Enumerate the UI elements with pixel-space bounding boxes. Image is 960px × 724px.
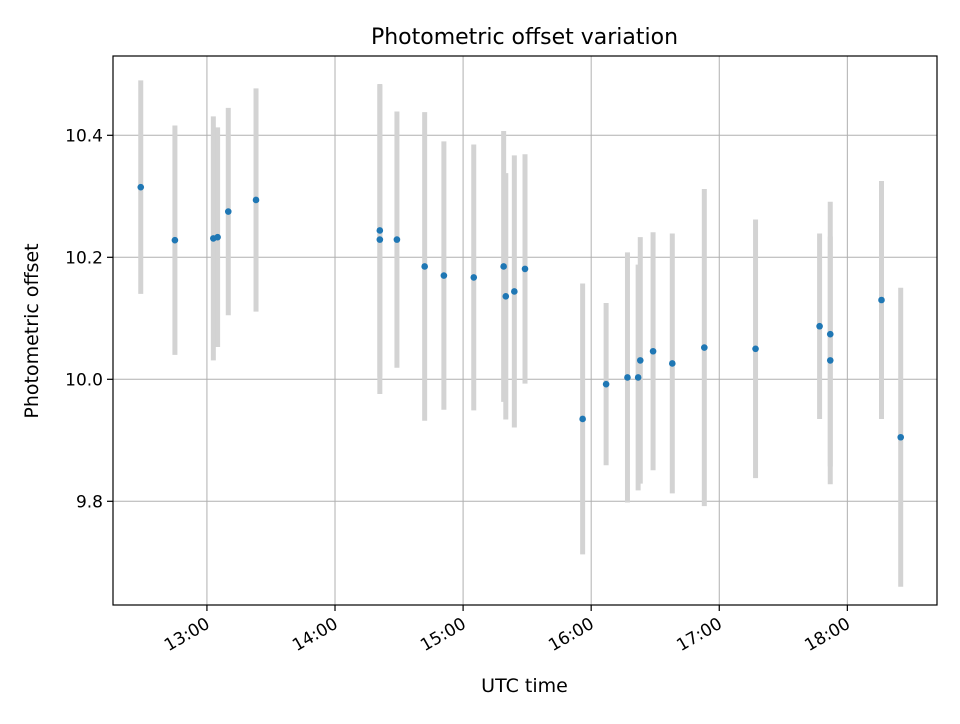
data-point xyxy=(376,227,384,234)
data-point xyxy=(897,433,905,441)
data-point xyxy=(500,263,507,270)
data-point xyxy=(440,272,448,279)
data-point xyxy=(502,293,510,300)
data-point xyxy=(826,330,834,338)
data-point xyxy=(636,357,644,364)
chart-title: Photometric offset variation xyxy=(371,25,678,50)
y-axis-label: Photometric offset xyxy=(21,243,43,418)
data-point xyxy=(521,265,529,273)
y-axis-ticks: 9.8 10.0 10.2 10.4 xyxy=(65,126,113,512)
data-point xyxy=(579,415,586,423)
data-point xyxy=(752,345,759,353)
data-point xyxy=(701,344,708,351)
data-point xyxy=(393,236,401,243)
y-tick-label: 10.4 xyxy=(65,126,103,146)
x-axis-label: UTC time xyxy=(481,675,568,697)
data-point xyxy=(224,208,232,215)
data-point xyxy=(649,347,657,355)
data-point xyxy=(171,236,179,244)
data-point xyxy=(252,196,260,204)
data-point xyxy=(137,183,145,191)
data-points xyxy=(137,183,905,441)
plot-frame xyxy=(112,55,938,606)
data-point xyxy=(470,274,478,281)
data-point xyxy=(634,374,642,381)
y-tick-label: 10.0 xyxy=(65,370,103,390)
data-point xyxy=(816,322,823,330)
y-tick-label: 10.2 xyxy=(65,248,103,268)
data-point xyxy=(214,233,221,241)
data-point xyxy=(602,380,610,388)
data-point xyxy=(421,263,428,270)
data-point xyxy=(511,288,518,295)
data-point xyxy=(624,374,631,381)
y-tick-label: 9.8 xyxy=(76,492,103,512)
data-point xyxy=(826,357,834,364)
data-point xyxy=(668,360,676,367)
data-point xyxy=(376,236,384,243)
data-point xyxy=(878,296,885,304)
